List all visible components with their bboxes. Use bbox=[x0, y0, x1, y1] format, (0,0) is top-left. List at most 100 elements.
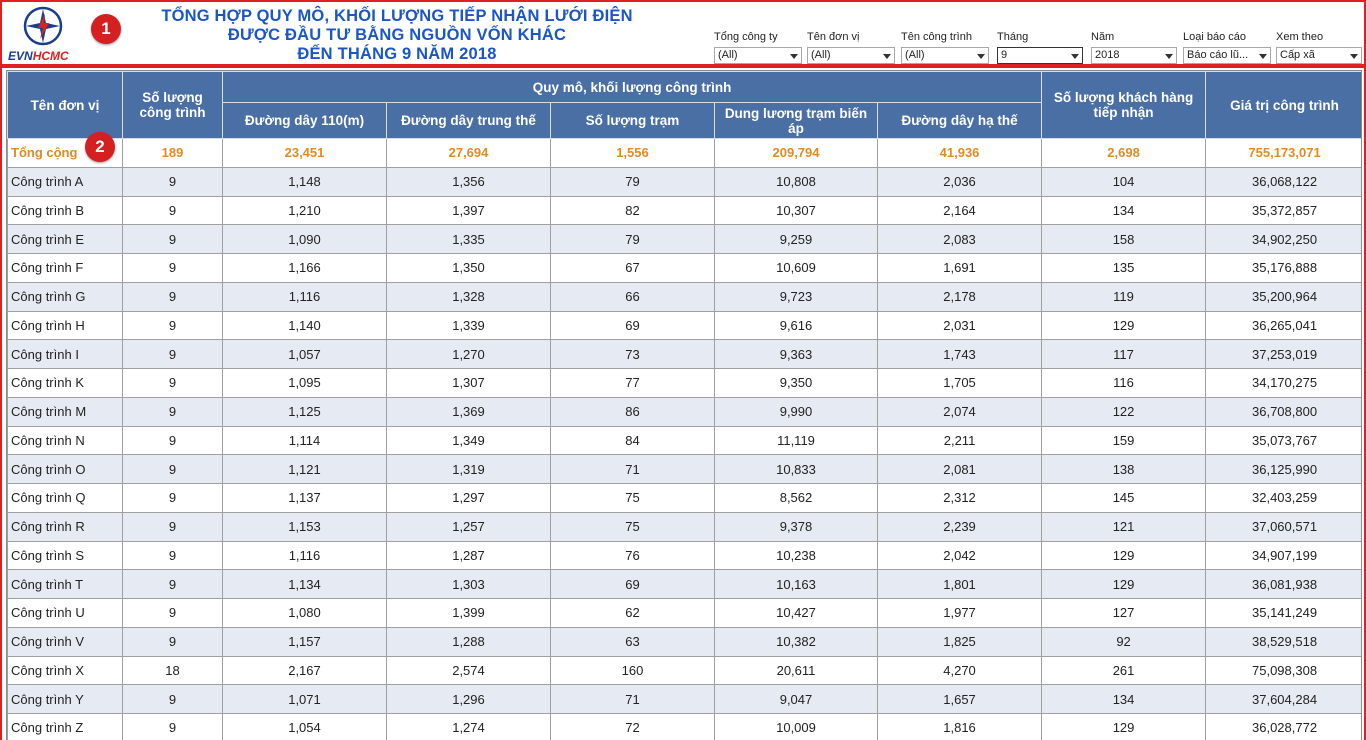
table-cell: 63 bbox=[550, 626, 715, 657]
row-unit-name: Công trình S bbox=[7, 540, 123, 571]
table-row[interactable]: Công trình Q 9 1,137 1,297 75 8,562 2,312 145 32… bbox=[7, 483, 1361, 513]
table-row[interactable]: Công trình V 9 1,157 1,288 63 10,382 1,825 92 38… bbox=[7, 626, 1361, 657]
table-row[interactable]: Công trình T 9 1,134 1,303 69 10,163 1,801 129 3… bbox=[7, 569, 1361, 599]
table-cell: 1,825 bbox=[876, 626, 1043, 657]
table-row[interactable]: Công trình B 9 1,210 1,397 82 10,307 2,164 134 3… bbox=[7, 195, 1361, 226]
row-unit-name: Công trình R bbox=[7, 511, 123, 542]
filter-select-nam[interactable]: 2018 bbox=[1091, 47, 1177, 64]
report-table-container[interactable]: Tên đơn vị Số lượng công trình Quy mô, k… bbox=[6, 70, 1362, 740]
table-cell: 9,259 bbox=[714, 224, 878, 254]
header-so-luong-khach-hang[interactable]: Số lượng khách hàng tiếp nhận bbox=[1041, 71, 1207, 139]
filter-value: Báo cáo lũ... bbox=[1187, 49, 1249, 61]
header-duong-day-trung-the[interactable]: Đường dây trung thế bbox=[386, 102, 551, 139]
table-cell: 9 bbox=[122, 253, 223, 283]
table-cell: 1,657 bbox=[876, 684, 1043, 714]
table-row[interactable]: Công trình M 9 1,125 1,369 86 9,990 2,074 122 36… bbox=[7, 396, 1361, 427]
dropdown-arrow-icon bbox=[1071, 54, 1079, 59]
filter-xem-theo: Xem theo Cấp xã bbox=[1276, 30, 1362, 64]
row-unit-name: Công trình I bbox=[7, 339, 123, 369]
filter-select-xem-theo[interactable]: Cấp xã bbox=[1276, 47, 1362, 64]
table-cell: 1,397 bbox=[386, 195, 551, 226]
filter-select-thang[interactable]: 9 bbox=[997, 47, 1083, 64]
filter-select-ten-don-vi[interactable]: (All) bbox=[807, 47, 895, 64]
row-unit-name: Công trình B bbox=[7, 195, 123, 226]
table-row[interactable]: Công trình X 18 2,167 2,574 160 20,611 4,270 26… bbox=[7, 655, 1361, 686]
table-cell: 10,833 bbox=[714, 454, 878, 484]
filter-select-ten-cong-trinh[interactable]: (All) bbox=[901, 47, 989, 64]
header-so-luong-cong-trinh[interactable]: Số lượng công trình bbox=[122, 71, 223, 139]
table-cell: 9,378 bbox=[714, 511, 878, 542]
row-unit-name: Công trình T bbox=[7, 569, 123, 599]
table-cell: 1,071 bbox=[222, 684, 387, 714]
table-cell: 36,708,800 bbox=[1205, 396, 1361, 427]
table-cell: 1,303 bbox=[386, 569, 551, 599]
table-cell: 35,073,767 bbox=[1205, 425, 1361, 456]
table-cell: 1,816 bbox=[876, 713, 1043, 740]
table-cell: 10,238 bbox=[714, 540, 878, 571]
dropdown-arrow-icon bbox=[1259, 54, 1267, 59]
filter-value: 9 bbox=[1001, 49, 1008, 61]
table-row[interactable]: Công trình R 9 1,153 1,257 75 9,378 2,239 121 37… bbox=[7, 511, 1361, 542]
table-row[interactable]: Công trình F 9 1,166 1,350 67 10,609 1,691 135 3… bbox=[7, 253, 1361, 283]
table-cell: 2,083 bbox=[876, 224, 1043, 254]
table-row[interactable]: Công trình I 9 1,057 1,270 73 9,363 1,743 117 37… bbox=[7, 339, 1361, 369]
filter-value: (All) bbox=[905, 49, 925, 61]
table-row[interactable]: Công trình U 9 1,080 1,399 62 10,427 1,977 127 3… bbox=[7, 598, 1361, 628]
table-cell: 159 bbox=[1041, 425, 1207, 456]
header-duong-day-110[interactable]: Đường dây 110(m) bbox=[222, 102, 387, 139]
table-cell: 1,134 bbox=[222, 569, 387, 599]
row-unit-name: Công trình G bbox=[7, 281, 123, 312]
table-row[interactable]: Công trình O 9 1,121 1,319 71 10,833 2,081 138 3… bbox=[7, 454, 1361, 484]
row-unit-name: Công trình V bbox=[7, 626, 123, 657]
table-cell: 2,081 bbox=[876, 454, 1043, 484]
table-cell: 1,148 bbox=[222, 166, 387, 197]
table-cell: 1,399 bbox=[386, 598, 551, 628]
table-cell: 1,328 bbox=[386, 281, 551, 312]
table-row[interactable]: Công trình A 9 1,148 1,356 79 10,808 2,036 104 3… bbox=[7, 166, 1361, 197]
table-cell: 2,574 bbox=[386, 655, 551, 686]
table-row[interactable]: Công trình H 9 1,140 1,339 69 9,616 2,031 129 36… bbox=[7, 310, 1361, 341]
filter-label: Tên đơn vị bbox=[807, 31, 860, 43]
table-cell: 2,031 bbox=[876, 310, 1043, 341]
header-duong-day-ha-the[interactable]: Đường dây hạ thế bbox=[876, 102, 1043, 139]
table-cell: 34,170,275 bbox=[1205, 368, 1361, 398]
table-row[interactable]: Công trình S 9 1,116 1,287 76 10,238 2,042 129 3… bbox=[7, 540, 1361, 571]
table-cell: 2,178 bbox=[876, 281, 1043, 312]
table-row[interactable]: Công trình K 9 1,095 1,307 77 9,350 1,705 116 34… bbox=[7, 368, 1361, 398]
table-cell: 75 bbox=[550, 483, 715, 513]
table-cell: 9 bbox=[122, 540, 223, 571]
logo-text-hcmc: HCMC bbox=[32, 49, 69, 63]
filter-tong-cong-ty: Tổng công ty (All) bbox=[714, 30, 802, 64]
table-cell: 35,141,249 bbox=[1205, 598, 1361, 628]
report-title-line-2: ĐƯỢC ĐẦU TƯ BẰNG NGUỒN VỐN KHÁC bbox=[227, 26, 567, 44]
header-so-luong-tram[interactable]: Số lượng trạm bbox=[550, 102, 715, 139]
table-cell: 2,074 bbox=[876, 396, 1043, 427]
table-cell: 1,095 bbox=[222, 368, 387, 398]
table-cell: 84 bbox=[550, 425, 715, 456]
table-cell: 1,054 bbox=[222, 713, 387, 740]
table-row[interactable]: Công trình Z 9 1,054 1,274 72 10,009 1,816 129 3… bbox=[7, 713, 1361, 740]
table-cell: 1,350 bbox=[386, 253, 551, 283]
report-title-line-1: TỔNG HỢP QUY MÔ, KHỐI LƯỢNG TIẾP NHẬN LƯ… bbox=[161, 7, 633, 25]
table-cell: 11,119 bbox=[714, 425, 878, 456]
filter-select-loai-bao-cao[interactable]: Báo cáo lũ... bbox=[1183, 47, 1271, 64]
filter-select-tong-cong-ty[interactable]: (All) bbox=[714, 47, 802, 64]
table-cell: 1,287 bbox=[386, 540, 551, 571]
row-unit-name: Công trình H bbox=[7, 310, 123, 341]
table-row[interactable]: Công trình G 9 1,116 1,328 66 9,723 2,178 119 35… bbox=[7, 281, 1361, 312]
filter-label: Tháng bbox=[997, 31, 1029, 43]
table-cell: 1,210 bbox=[222, 195, 387, 226]
table-cell: 104 bbox=[1041, 166, 1207, 197]
table-cell: 36,265,041 bbox=[1205, 310, 1361, 341]
table-cell: 35,200,964 bbox=[1205, 281, 1361, 312]
table-total-row[interactable]: Tổng cộng 189 23,451 27,694 1,556 209,79… bbox=[7, 138, 1361, 168]
header-dung-luong-tram[interactable]: Dung lương trạm biến áp bbox=[714, 102, 878, 139]
table-row[interactable]: Công trình Y 9 1,071 1,296 71 9,047 1,657 134 37… bbox=[7, 684, 1361, 714]
report-table: Tên đơn vị Số lượng công trình Quy mô, k… bbox=[7, 71, 1361, 740]
table-cell: 9 bbox=[122, 368, 223, 398]
header-gia-tri-cong-trinh[interactable]: Giá trị công trình bbox=[1205, 71, 1361, 139]
table-row[interactable]: Công trình E 9 1,090 1,335 79 9,259 2,083 158 34… bbox=[7, 224, 1361, 254]
header-ten-don-vi[interactable]: Tên đơn vị bbox=[7, 71, 123, 139]
table-cell: 2,164 bbox=[876, 195, 1043, 226]
table-row[interactable]: Công trình N 9 1,114 1,349 84 11,119 2,211 159 3… bbox=[7, 425, 1361, 456]
